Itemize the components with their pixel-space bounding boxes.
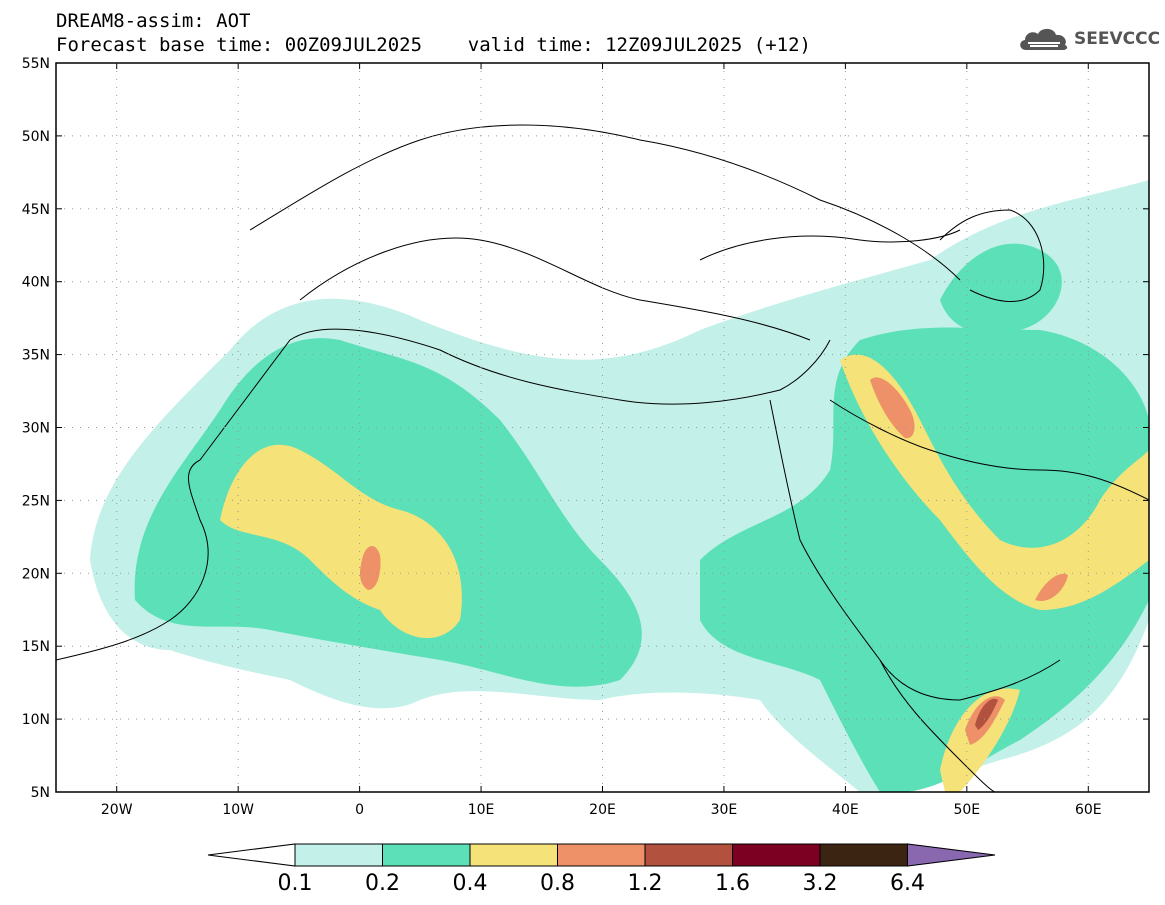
coastlines (56, 124, 1149, 792)
colorbar-swatch (644, 843, 733, 867)
lat-tick-label: 40N (22, 275, 50, 291)
lon-tick-label: 50E (953, 802, 980, 818)
colorbar-low-triangle (207, 843, 296, 867)
colorbar-label: 6.4 (890, 871, 925, 896)
lat-axis: 55N 50N 45N 40N 35N 30N 25N 20N 15N 10N 5N (22, 56, 1149, 801)
colorbar-swatch (469, 843, 558, 867)
lat-tick-label: 35N (22, 348, 50, 364)
lat-tick-label: 10N (22, 712, 50, 728)
aot-field-0.8-iraq (870, 377, 915, 439)
lon-tick-label: 10E (468, 802, 495, 818)
aot-field-0.8-oman (1035, 573, 1068, 601)
lat-tick-label: 30N (22, 421, 50, 437)
lon-tick-label: 0 (355, 802, 364, 818)
colorbar-swatch (557, 843, 646, 867)
colorbar-label: 0.2 (365, 871, 400, 896)
lat-tick-label: 20N (22, 566, 50, 582)
colorbar-swatch (382, 843, 471, 867)
colorbar-label: 1.2 (628, 871, 663, 896)
aot-fields (90, 180, 1149, 792)
aot-field-0.4 (220, 444, 462, 639)
chart-title: DREAM8-assim: AOT (56, 10, 251, 32)
colorbar-label: 0.8 (540, 871, 575, 896)
logo-text: SEEVCCC (1074, 29, 1161, 49)
aot-field-0.2-east (700, 327, 1149, 792)
lon-tick-label: 10W (222, 802, 254, 818)
lat-tick-label: 45N (22, 202, 50, 218)
colorbar-label: 3.2 (803, 871, 838, 896)
lat-tick-label: 50N (22, 129, 50, 145)
colorbar-swatch (732, 843, 821, 867)
lat-tick-label: 25N (22, 493, 50, 509)
colorbar-label: 0.1 (278, 871, 313, 896)
lat-tick-label: 5N (31, 785, 50, 801)
seevccc-logo: SEEVCCC (1018, 26, 1160, 52)
aot-field-1.2 (975, 698, 998, 730)
lat-tick-label: 15N (22, 639, 50, 655)
colorbar-high-triangle (907, 843, 996, 867)
colorbar-swatch (294, 843, 383, 867)
colorbar-swatch (819, 843, 908, 867)
forecast-time-label: Forecast base time: 00Z09JUL2025 valid t… (56, 34, 811, 56)
aot-field-0.8 (360, 545, 381, 590)
lon-tick-label: 60E (1075, 802, 1102, 818)
lon-tick-label: 20W (101, 802, 133, 818)
colorbar-label: 1.6 (715, 871, 750, 896)
colorbar: 0.1 0.2 0.4 0.8 1.2 1.6 3.2 6.4 (207, 843, 996, 896)
map-area: 55N 50N 45N 40N 35N 30N 25N 20N 15N 10N 5N 20W 10W 0… (22, 56, 1150, 818)
lon-tick-label: 40E (832, 802, 859, 818)
lon-tick-label: 20E (589, 802, 616, 818)
aot-field-0.4-horn (940, 688, 1020, 792)
lat-tick-label: 55N (22, 56, 50, 72)
cloud-icon (1020, 28, 1068, 50)
aot-field-0.4-saudi (840, 354, 1149, 610)
lon-tick-label: 30E (711, 802, 738, 818)
aot-field-0.2-caspian (940, 243, 1062, 334)
colorbar-label: 0.4 (453, 871, 488, 896)
lon-axis: 20W 10W 0 10E 20E 30E 40E 50E 60E (101, 63, 1102, 818)
